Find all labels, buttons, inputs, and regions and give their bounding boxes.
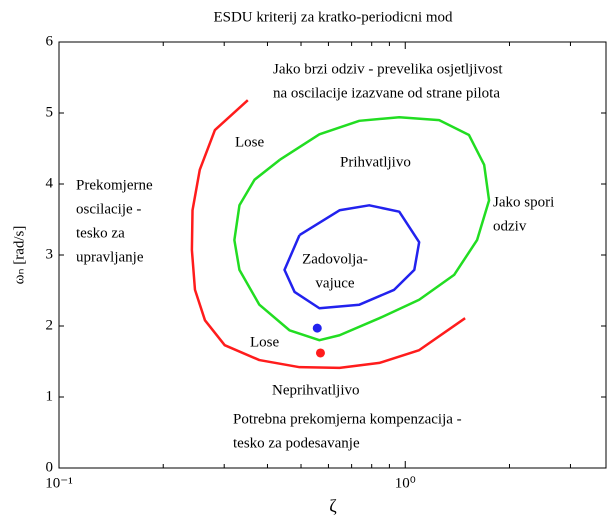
annotation: vajuce — [315, 275, 354, 291]
annotation: oscilacije - — [76, 201, 141, 217]
x-tick-label: 10⁻¹ — [45, 475, 72, 491]
chart-title: ESDU kriterij za kratko-periodicni mod — [213, 9, 453, 25]
annotation: odziv — [493, 218, 527, 234]
annotation: tesko za — [76, 225, 125, 241]
y-tick-label: 3 — [46, 246, 54, 262]
annotation: Jako brzi odziv - prevelika osjetljivost — [273, 61, 503, 77]
x-tick-label: 10⁰ — [395, 475, 416, 491]
annotation: na oscilacije izazvane od strane pilota — [273, 85, 500, 101]
curve — [233, 116, 491, 342]
annotation: Potrebna prekomjerna kompenzacija - — [233, 411, 462, 427]
curve — [190, 99, 466, 370]
y-tick-label: 4 — [46, 175, 54, 191]
point — [312, 323, 322, 333]
curve — [283, 204, 421, 310]
annotation: Lose — [235, 134, 265, 150]
y-tick-label: 0 — [46, 459, 54, 475]
annotation: Jako spori — [493, 194, 554, 210]
y-tick-label: 6 — [46, 33, 54, 49]
x-axis-label: ζ — [329, 496, 337, 516]
annotation: Zadovolja- — [302, 251, 368, 267]
y-tick-label: 1 — [46, 388, 54, 404]
y-tick-label: 5 — [46, 104, 54, 120]
annotation: Neprihvatljivo — [272, 382, 359, 398]
annotation: Lose — [250, 334, 280, 350]
annotation: Prihvatljivo — [340, 154, 411, 170]
point — [315, 348, 325, 358]
y-axis-label: ωₙ [rad/s] — [11, 226, 27, 285]
y-tick-label: 2 — [46, 317, 54, 333]
annotation: upravljanje — [76, 249, 144, 265]
annotation: tesko za podesavanje — [233, 435, 360, 451]
annotation: Prekomjerne — [76, 177, 153, 193]
